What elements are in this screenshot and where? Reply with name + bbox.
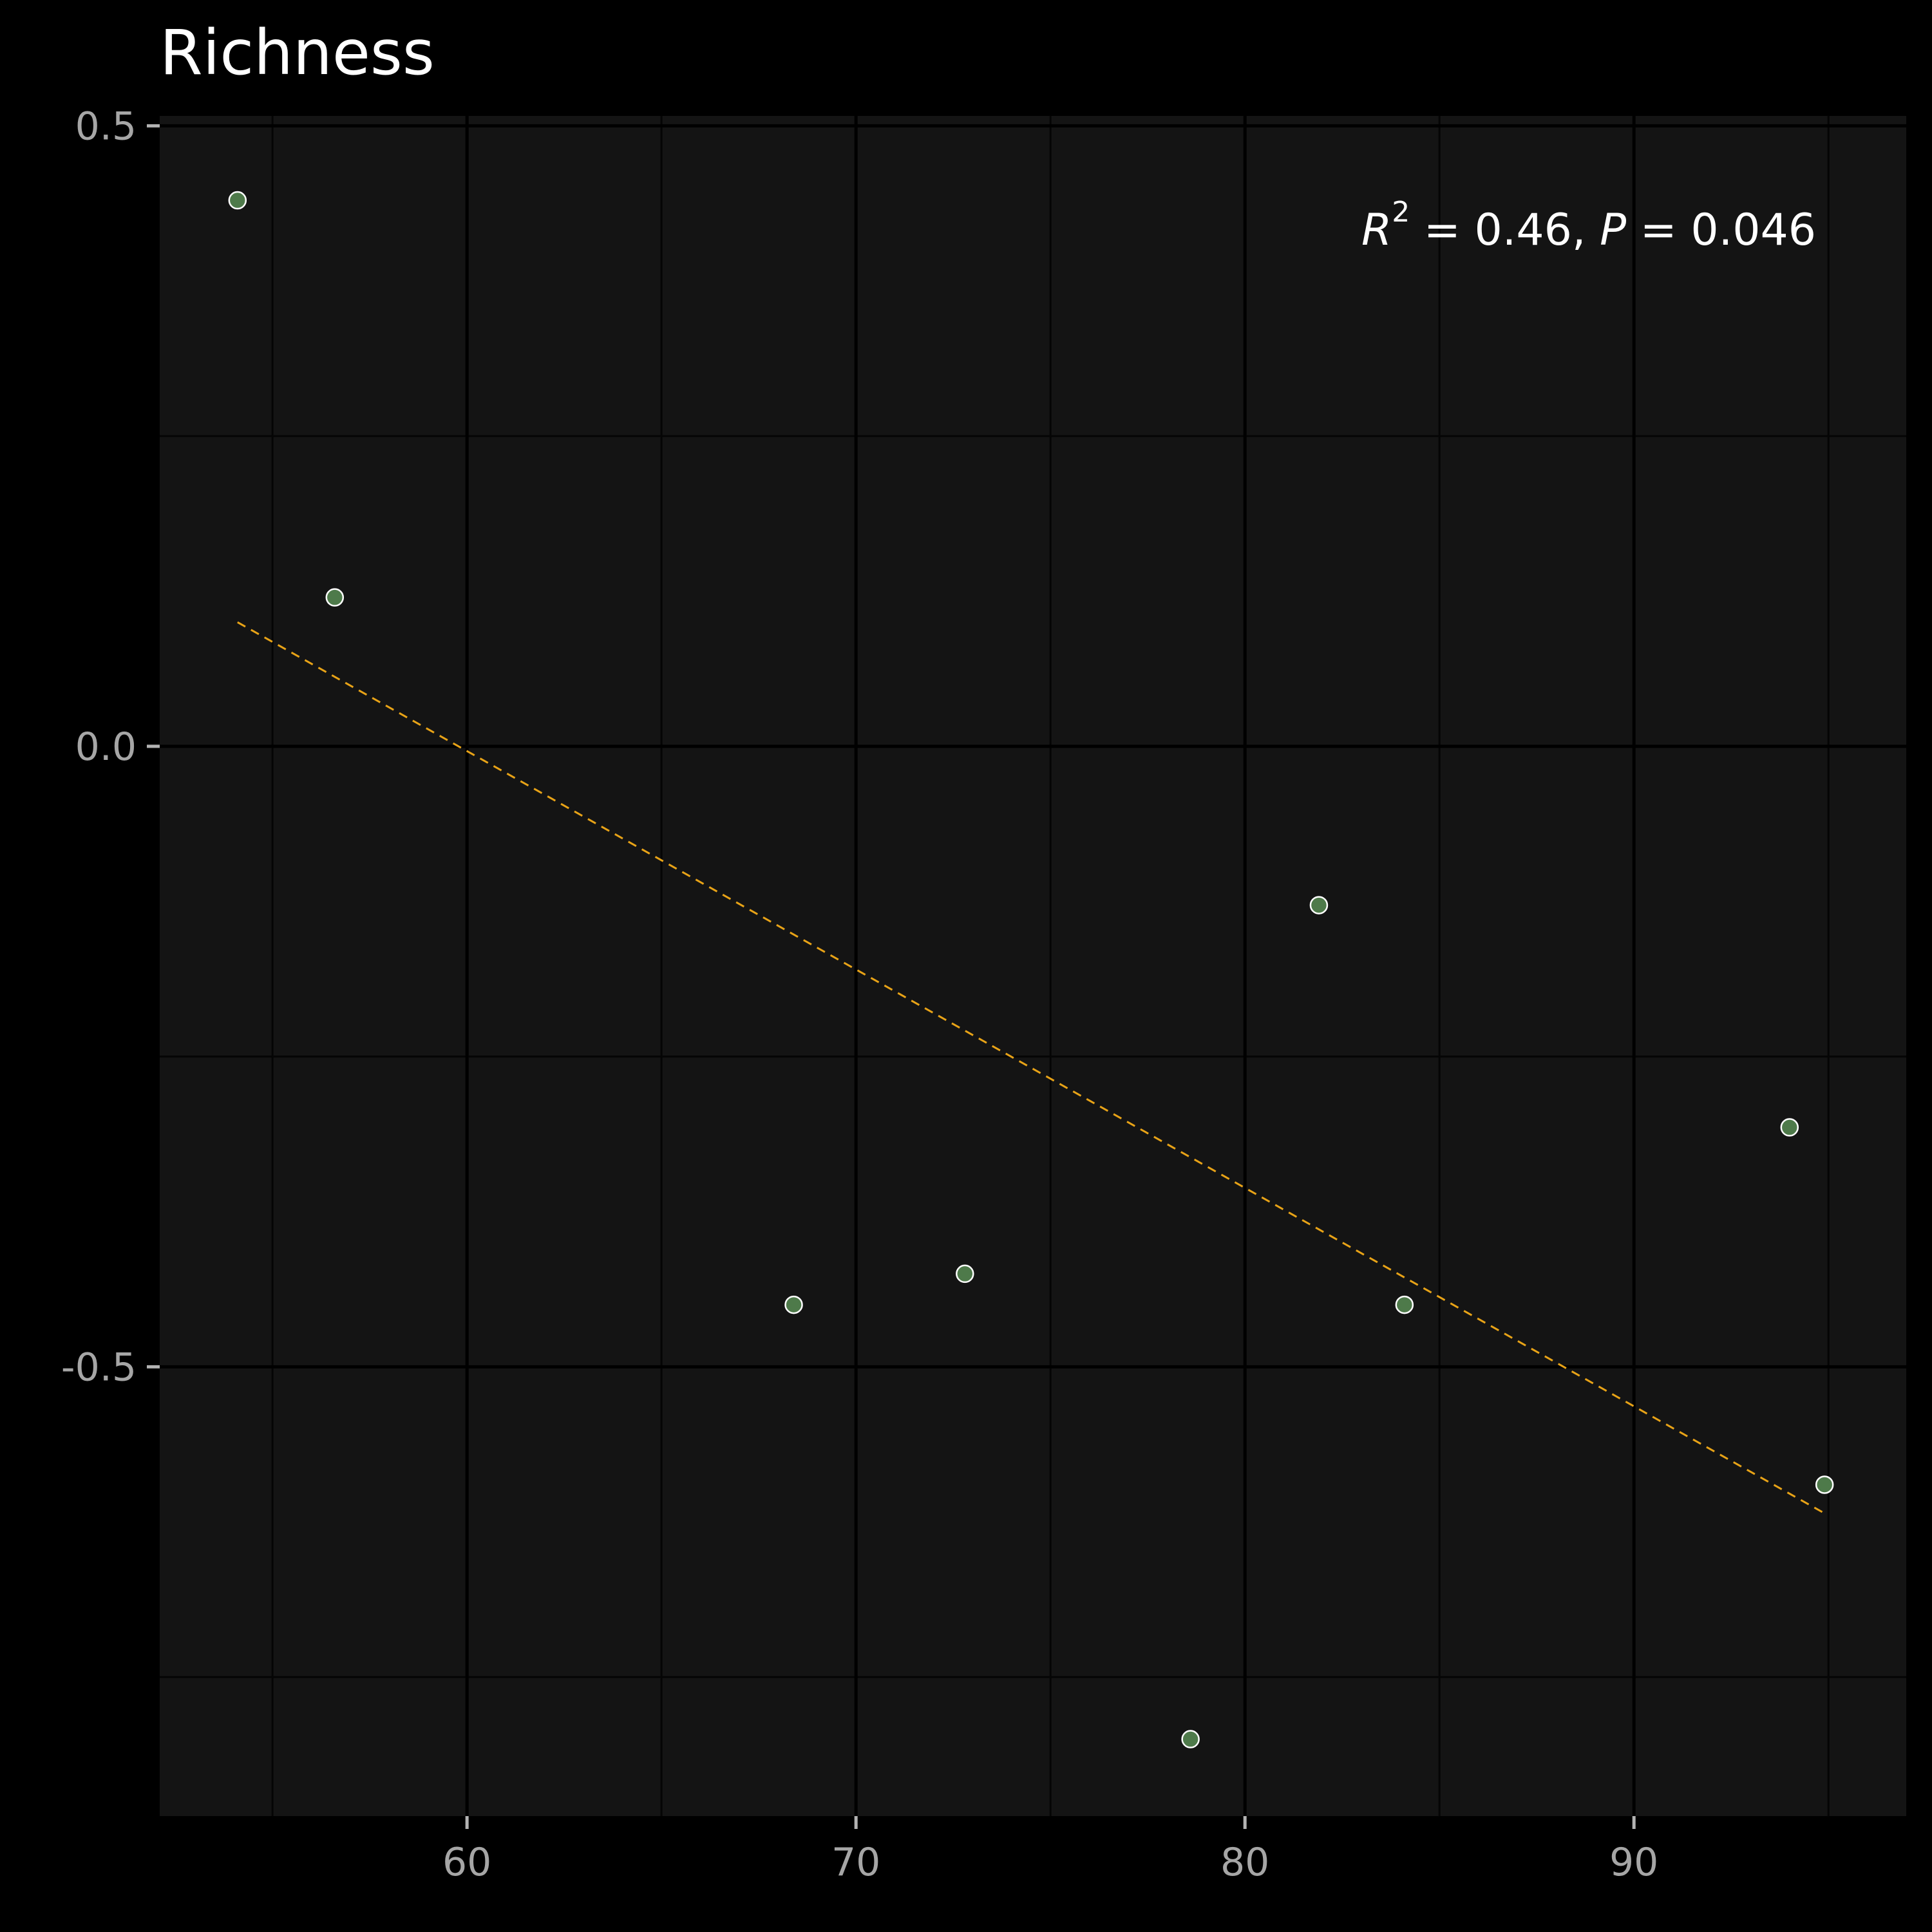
data-point: [228, 191, 247, 210]
data-point: [1181, 1730, 1200, 1748]
regression-annotation: R2 = 0.46, P = 0.046: [1361, 196, 1816, 256]
trend-line: [237, 621, 1825, 1515]
x-tick-label: 60: [442, 1840, 491, 1885]
plot-panel: [160, 116, 1906, 1816]
minor-grid: [160, 116, 1906, 1816]
data-point: [1395, 1295, 1414, 1314]
r-value: = 0.46,: [1410, 205, 1600, 256]
y-tick-label: 0.5: [75, 104, 137, 149]
x-tick-label: 90: [1609, 1840, 1658, 1885]
data-point: [1815, 1475, 1834, 1494]
data-points: [228, 191, 1834, 1748]
chart-title: Richness: [160, 17, 435, 89]
data-point: [956, 1264, 974, 1283]
p-symbol: P: [1600, 205, 1626, 256]
data-point: [1780, 1118, 1799, 1137]
data-point: [1309, 896, 1329, 914]
y-tick-label: -0.5: [61, 1345, 137, 1390]
r-symbol: R: [1361, 205, 1392, 256]
data-point: [784, 1295, 803, 1314]
data-point: [325, 588, 345, 607]
r-exponent: 2: [1392, 196, 1410, 229]
major-grid: [160, 116, 1906, 1816]
x-tick-label: 70: [831, 1840, 880, 1885]
y-tick-label: 0.0: [75, 724, 137, 770]
p-value: = 0.046: [1626, 205, 1816, 256]
y-axis: 0.5 0.0 -0.5: [61, 104, 160, 1390]
x-axis: 60 70 80 90: [442, 1816, 1658, 1885]
x-tick-label: 80: [1220, 1840, 1269, 1885]
